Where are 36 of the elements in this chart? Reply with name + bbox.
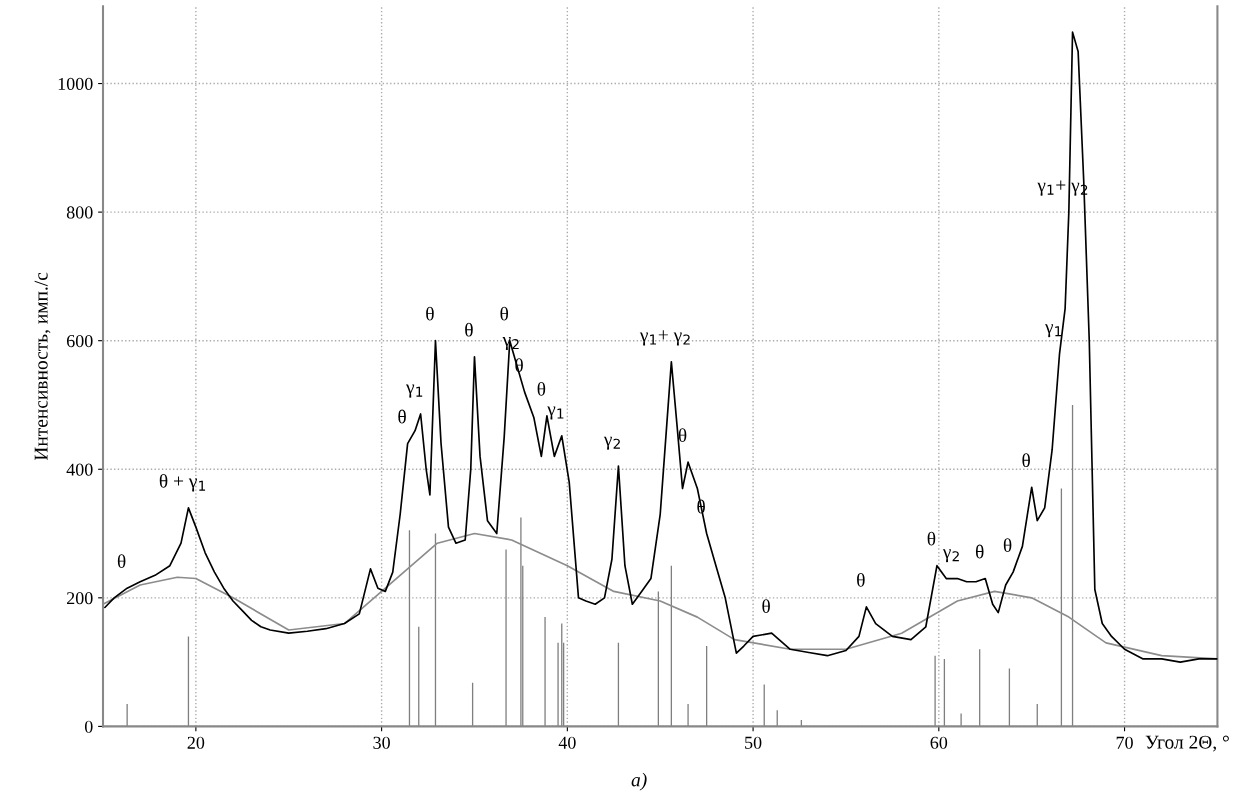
y-tick-label: 0 — [84, 720, 93, 733]
y-tick-label: 800 — [66, 206, 93, 219]
y-tick-label: 400 — [66, 463, 93, 476]
annotation: θ — [927, 531, 936, 546]
line-series — [104, 31, 1218, 663]
annotation: γ$_{1}$ — [1044, 324, 1062, 338]
annotation: θ — [398, 409, 406, 424]
annotation: θ — [975, 544, 984, 559]
annotation: θ — [500, 306, 509, 321]
x-tick-label: 30 — [373, 736, 390, 749]
annotation: γ$_{1}$+ γ$_{2}$ — [639, 330, 690, 346]
annotation: θ — [426, 306, 434, 321]
x-axis-title: Угол 2Θ, ° — [1145, 735, 1229, 752]
x-tick-label: 50 — [745, 736, 762, 749]
annotation: γ$_{2}$ — [942, 549, 959, 563]
annotation: θ — [117, 554, 126, 569]
x-tick-label: 70 — [1116, 736, 1133, 749]
annotation: θ — [678, 428, 687, 443]
annotation: θ — [762, 599, 770, 614]
annotation: γ$_{2}$ — [603, 436, 620, 450]
x-tick-label: 20 — [187, 736, 205, 749]
annotation: θ + γ$_{1}$ — [159, 473, 206, 492]
annotation: θ — [537, 381, 546, 396]
annotation: θ — [1022, 453, 1030, 468]
annotation: θ — [1003, 538, 1012, 552]
y-axis-title: Интенсивность, имп./с — [34, 272, 51, 461]
x-tick-label: 60 — [930, 736, 948, 749]
text: а) — [631, 772, 647, 791]
annotation: θ — [857, 572, 865, 587]
annotation: γ$_{1}$ — [547, 406, 564, 420]
y-tick-label: 1000 — [58, 77, 93, 90]
x-tick-label: 40 — [558, 736, 576, 749]
annotation: γ$_{1}$ — [405, 384, 423, 398]
y-tick-label: 600 — [66, 334, 93, 348]
annotation: θ — [465, 322, 473, 337]
y-tick-label: 200 — [66, 592, 93, 605]
